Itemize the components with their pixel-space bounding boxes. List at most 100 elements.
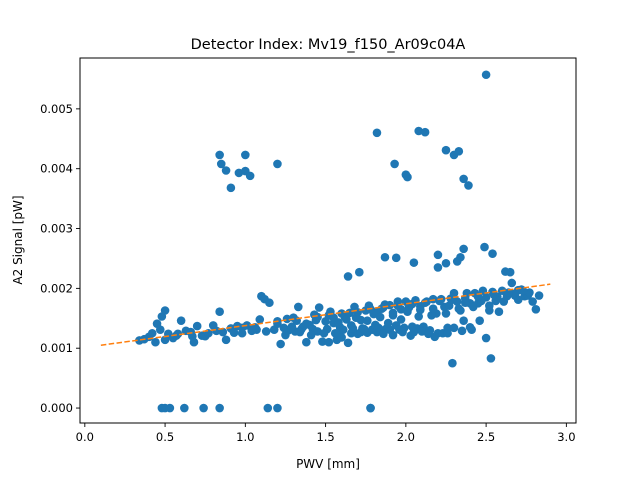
data-point [391, 253, 401, 263]
data-point [155, 325, 165, 334]
data-point [454, 304, 464, 314]
data-point [388, 330, 398, 340]
data-point [363, 316, 372, 325]
data-point [505, 267, 515, 277]
data-point [459, 316, 468, 325]
data-point [221, 166, 231, 175]
y-tick-label: 0.003 [40, 222, 73, 236]
y-tick-label: 0.000 [40, 401, 73, 415]
data-point [245, 171, 255, 181]
y-tick-label: 0.001 [40, 341, 73, 355]
data-point [345, 308, 354, 318]
x-tick-label: 2.5 [477, 430, 495, 444]
data-point [488, 249, 497, 258]
data-point [420, 298, 430, 308]
data-point [241, 150, 250, 160]
data-point [465, 322, 475, 332]
data-point [428, 304, 438, 314]
x-tick-label: 1.0 [236, 430, 254, 444]
data-point [215, 307, 224, 317]
data-point [409, 258, 419, 267]
data-point [229, 328, 239, 337]
data-point [218, 327, 228, 337]
data-point [481, 70, 491, 80]
data-point [480, 242, 489, 252]
data-point [351, 313, 361, 322]
data-point [528, 297, 537, 306]
data-point [452, 257, 462, 266]
data-point [379, 329, 388, 339]
data-point [318, 337, 327, 346]
data-point [375, 312, 385, 322]
data-point [215, 403, 224, 413]
data-point [261, 327, 271, 336]
data-point [263, 403, 273, 413]
data-point [324, 337, 334, 347]
x-tick-label: 2.0 [397, 430, 415, 444]
data-point [396, 315, 406, 324]
data-point [398, 327, 407, 337]
data-point [416, 305, 425, 315]
axes-frame [79, 57, 577, 424]
data-point [295, 327, 305, 337]
data-point [165, 403, 175, 413]
x-tick-label: 0.0 [76, 430, 94, 444]
data-point [199, 403, 208, 413]
data-point [287, 322, 297, 331]
data-point [302, 319, 311, 328]
data-point [372, 128, 382, 138]
data-point [180, 403, 189, 413]
data-point [371, 320, 380, 330]
data-point [314, 303, 324, 312]
data-point [160, 306, 170, 315]
data-point [504, 288, 513, 297]
data-point [433, 263, 443, 272]
data-point [390, 159, 399, 169]
data-point [319, 328, 329, 338]
data-point [302, 337, 311, 347]
data-point [507, 278, 517, 288]
data-point [359, 324, 369, 334]
data-point [441, 145, 451, 155]
data-point [294, 302, 303, 312]
data-point [475, 316, 484, 325]
data-point [273, 403, 282, 413]
data-point [355, 267, 364, 277]
data-point [176, 316, 186, 325]
data-point [534, 291, 544, 300]
data-point [459, 244, 468, 254]
data-point [481, 333, 491, 343]
fit-line [100, 283, 551, 346]
data-point [338, 325, 348, 334]
data-point [443, 328, 452, 338]
data-point [459, 174, 468, 184]
data-point [486, 354, 496, 363]
y-tick-label: 0.002 [40, 281, 73, 295]
data-point [215, 150, 224, 160]
data-point [348, 324, 358, 333]
data-point [430, 332, 440, 342]
data-point [468, 302, 478, 312]
data-point [255, 315, 265, 324]
data-point [420, 127, 430, 137]
data-point [414, 312, 423, 321]
data-point [216, 159, 226, 169]
data-point [433, 250, 443, 260]
data-point [281, 330, 290, 340]
x-axis-label: PWV [mm] [296, 457, 360, 471]
y-axis: 0.000 0.001 0.002 0.003 0.004 0.005 [40, 102, 80, 415]
data-point [407, 299, 417, 309]
data-point [531, 305, 541, 314]
data-point [457, 326, 467, 336]
y-axis-label: A2 Signal [pW] [11, 195, 25, 284]
data-point [192, 321, 202, 331]
data-point [403, 307, 412, 317]
data-point [282, 314, 292, 324]
data-point [449, 323, 459, 333]
data-point [485, 301, 494, 311]
data-point [424, 329, 433, 339]
data-point [342, 315, 351, 324]
data-point [449, 288, 459, 298]
data-point [494, 307, 504, 317]
data-point [441, 258, 451, 268]
